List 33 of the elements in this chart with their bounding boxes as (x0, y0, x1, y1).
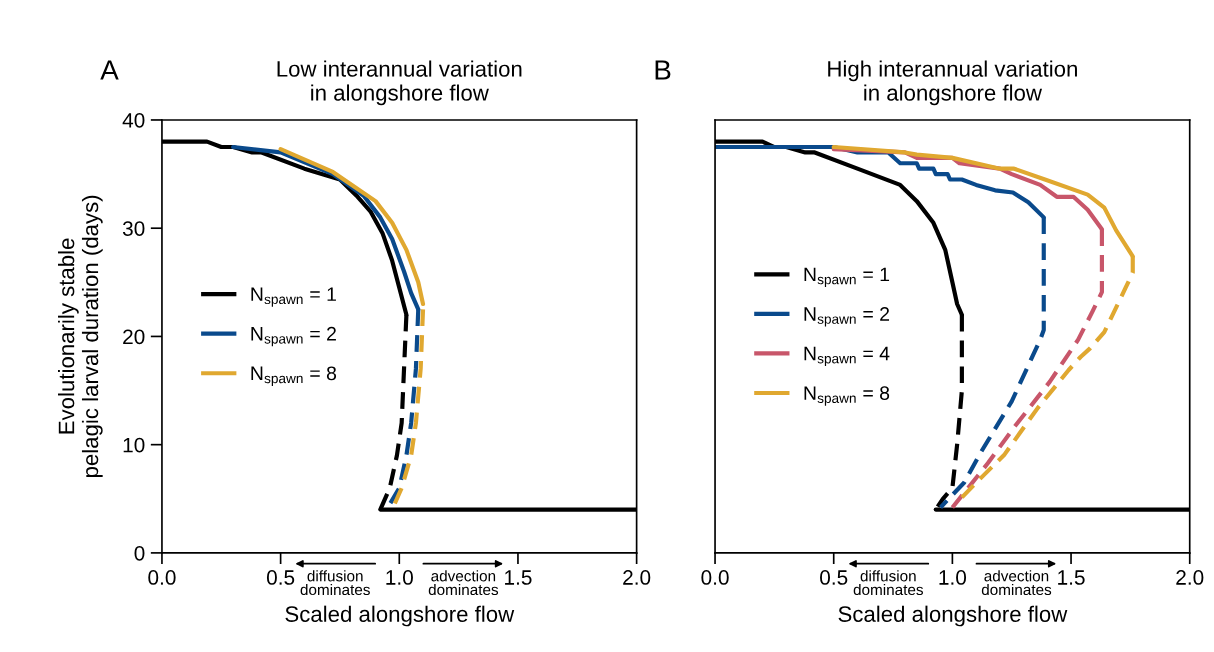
x-tick-label: 2.0 (1176, 570, 1204, 585)
y-tick-label: 10 (123, 437, 145, 453)
x-tick-label: 0.0 (148, 570, 176, 585)
legend-label: N$_{spawn}$ = 1 (804, 267, 890, 287)
chart-title: High interannual variation in alongshore flow (828, 60, 1077, 106)
text: B (655, 60, 671, 80)
text: diffusion dominates (853, 570, 923, 596)
x-tick-label: 0.0 (701, 570, 729, 585)
x-axis-title: Scaled alongshore flow (838, 605, 1068, 627)
x-tick-label: 1.0 (939, 570, 967, 585)
y-axis-title: Evolutionarily stable pelagic larval duration (days) (58, 195, 103, 478)
x-axis-title: Scaled alongshore flow (285, 605, 515, 627)
text: A (100, 60, 119, 80)
legend-label: N$_{spawn}$ = 2 (804, 307, 890, 327)
text: diffusion dominates (300, 570, 370, 596)
y-tick-label: 40 (122, 112, 145, 128)
legend-label: N$_{spawn}$ = 4 (804, 346, 890, 367)
x-tick-label: 0.5 (820, 570, 848, 585)
x-tick-label: 1.5 (505, 570, 532, 585)
x-tick-label: 0.5 (266, 570, 295, 585)
y-tick-label: 0 (134, 545, 145, 561)
x-tick-label: 1.0 (386, 570, 413, 585)
y-tick-label: 20 (123, 329, 145, 345)
y-tick-label: 30 (122, 221, 145, 236)
legend-label: N$_{spawn}$ = 1 (251, 287, 336, 307)
legend-label: N$_{spawn}$ = 8 (804, 386, 890, 406)
x-tick-label: 2.0 (623, 570, 651, 585)
legend-label: N$_{spawn}$ = 8 (251, 366, 337, 386)
x-tick-label: 1.5 (1058, 570, 1085, 585)
legend-label: N$_{spawn}$ = 2 (251, 326, 336, 347)
text: advection dominates (428, 570, 499, 596)
chart-title: Low interannual variation in alongshore flow (277, 60, 522, 106)
text: advection dominates (981, 570, 1052, 596)
